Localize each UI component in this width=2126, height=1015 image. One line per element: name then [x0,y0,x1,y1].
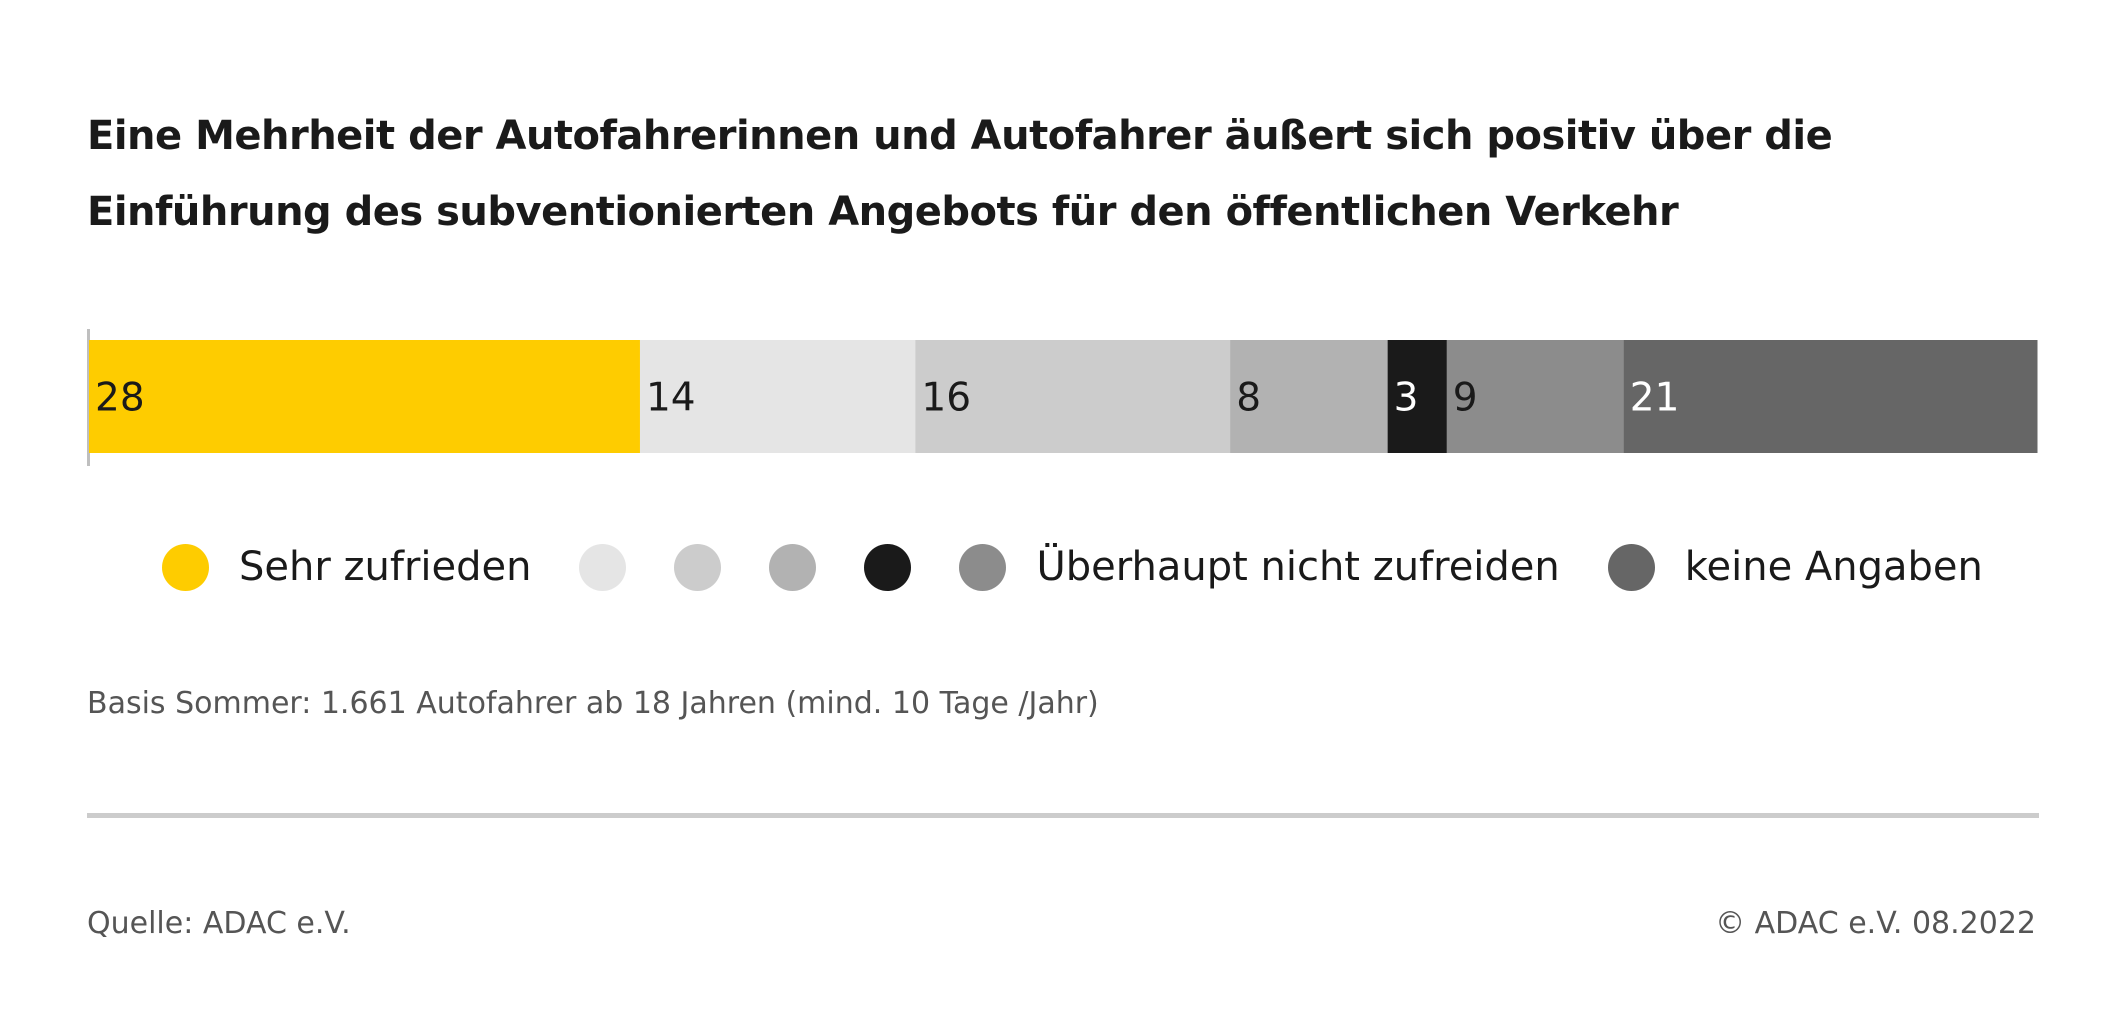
legend-swatch-icon [579,543,627,591]
bar-value-label-1: 28 [95,376,145,421]
bar-segment-3 [915,340,1231,453]
legend-label: Sehr zufrieden [239,544,532,590]
legend-swatch-icon [1607,543,1655,591]
bar-segment-4 [1230,340,1389,453]
bar-segment-2 [639,340,916,453]
sample-note: Basis Sommer: 1.661 Autofahrer ab 18 Jah… [87,686,1099,721]
legend-swatch-icon [959,543,1007,591]
legend-item-2 [579,543,627,591]
bar-segments: 28 14 16 8 3 9 21 [89,340,2038,453]
bar-value-label-4: 8 [1236,376,1261,421]
legend-label: keine Angaben [1684,544,1983,590]
bar-segment-7 [1623,340,2038,453]
bar-value-label-5: 3 [1394,376,1419,421]
legend-item-5 [864,543,912,591]
legend-item-1: Sehr zufrieden [162,543,532,591]
divider [87,813,2039,818]
legend-swatch-icon [769,543,817,591]
legend-item-6: Überhaupt nicht zufreiden [959,543,1560,591]
legend-item-3 [674,543,722,591]
legend-swatch-icon [162,543,209,591]
bar-value-label-2: 14 [646,376,696,421]
legend-swatch-icon [674,543,722,591]
bar-segment-1 [89,340,641,453]
bar-value-label-3: 16 [921,376,971,421]
legend: Sehr zufrieden Überhaupt nicht zufreiden k… [162,539,2031,595]
bar-value-label-7: 21 [1630,376,1680,421]
legend-item-7: keine Angaben [1607,543,1983,591]
legend-item-4 [769,543,817,591]
chart-title: Eine Mehrheit der Autofahrerinnen und Au… [87,113,1833,235]
legend-label: Überhaupt nicht zufreiden [1036,544,1560,590]
legend-swatch-icon [864,543,912,591]
copyright-text: © ADAC e.V. 08.2022 [1715,906,2036,941]
source-text: Quelle: ADAC e.V. [87,906,351,941]
bar-segment-6 [1446,340,1625,453]
bar-value-label-6: 9 [1453,376,1478,421]
bar-segment-5 [1387,340,1448,453]
